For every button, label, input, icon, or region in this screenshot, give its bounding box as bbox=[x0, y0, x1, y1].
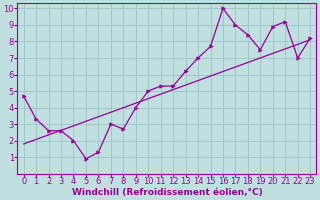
X-axis label: Windchill (Refroidissement éolien,°C): Windchill (Refroidissement éolien,°C) bbox=[72, 188, 262, 197]
